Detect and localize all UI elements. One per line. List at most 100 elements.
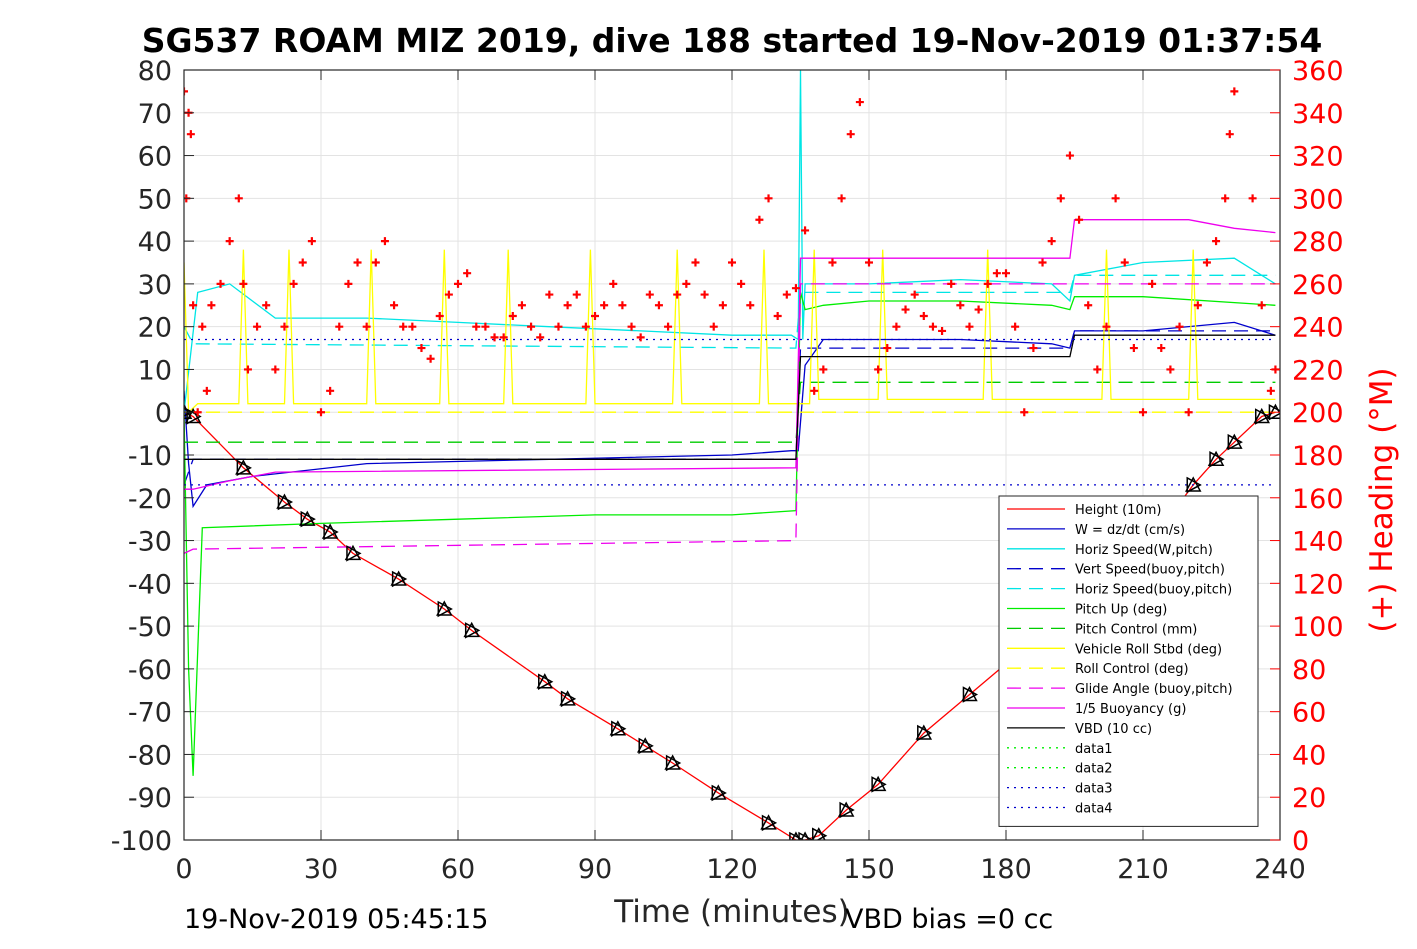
- height-marker-right-8: [437, 600, 453, 618]
- height-marker-right-32: [1268, 403, 1280, 421]
- y-tick-label: 10: [138, 355, 172, 386]
- y-tick-label: -60: [128, 655, 172, 686]
- heading-marker-94: [983, 279, 992, 288]
- y2-tick-label: 180: [1292, 441, 1344, 472]
- legend-label-2: Horiz Speed(W,pitch): [1075, 543, 1213, 558]
- heading-marker-118: [1202, 258, 1211, 267]
- height-marker-right-15: [711, 784, 727, 802]
- x-tick-label: 210: [1117, 854, 1169, 885]
- y-tick-label: 20: [138, 313, 172, 344]
- height-marker-right-5: [323, 523, 339, 541]
- height-marker-right-6: [346, 545, 362, 562]
- heading-marker-92: [965, 322, 974, 331]
- legend-label-7: Vehicle Roll Stbd (deg): [1075, 642, 1222, 657]
- heading-marker-100: [1038, 258, 1047, 267]
- heading-marker-98: [1020, 408, 1029, 417]
- height-marker-up-28: [1184, 476, 1202, 492]
- heading-marker-73: [791, 284, 800, 293]
- height-marker-up-22: [915, 724, 933, 740]
- heading-marker-8: [207, 301, 216, 310]
- y-tick-label: 0: [155, 398, 172, 429]
- heading-marker-81: [865, 258, 873, 267]
- legend-label-6: Pitch Control (mm): [1075, 622, 1197, 637]
- heading-marker-9: [216, 279, 225, 288]
- legend-label-5: Pitch Up (deg): [1075, 603, 1167, 618]
- heading-marker-21: [317, 408, 325, 417]
- heading-marker-16: [271, 365, 280, 374]
- legend-label-11: VBD (10 cc): [1075, 722, 1152, 737]
- height-marker-right-7: [391, 570, 408, 588]
- heading-marker-32: [417, 344, 426, 353]
- heading-marker-56: [636, 333, 645, 342]
- chart-title: SG537 ROAM MIZ 2019, dive 188 started 19…: [142, 21, 1323, 60]
- y2-tick-label: 0: [1292, 826, 1309, 857]
- heading-marker-20: [307, 237, 316, 246]
- height-marker-up-15: [710, 784, 727, 800]
- heading-marker-114: [1166, 365, 1175, 374]
- heading-marker-76: [819, 365, 828, 374]
- x-tick-label: 240: [1254, 854, 1306, 885]
- heading-marker-60: [673, 290, 682, 299]
- heading-marker-34: [435, 311, 444, 320]
- heading-marker-13: [243, 365, 252, 374]
- heading-marker-3: [186, 130, 195, 139]
- x-tick-label: 180: [980, 854, 1032, 885]
- y-tick-label: -10: [128, 441, 172, 472]
- y-tick-label: 70: [138, 99, 172, 130]
- height-marker-right-28: [1186, 476, 1202, 494]
- heading-marker-87: [919, 311, 928, 320]
- height-marker-up-8: [436, 600, 453, 616]
- heading-marker-24: [344, 279, 353, 288]
- height-marker-right-3: [277, 493, 294, 511]
- height-marker-up-4: [299, 510, 316, 526]
- height-marker-up-23: [961, 685, 978, 702]
- y2-axis-ticks: 0 20 40 60 80 100 120 140 160 180 200 220 240 260 280 3…: [1270, 56, 1344, 857]
- heading-marker-68: [746, 301, 755, 310]
- y2-tick-label: 120: [1292, 569, 1344, 600]
- heading-marker-85: [901, 305, 910, 314]
- legend-label-8: Roll Control (deg): [1075, 662, 1189, 677]
- heading-marker-25: [353, 258, 362, 267]
- heading-marker-113: [1157, 344, 1166, 353]
- y2-tick-label: 80: [1292, 655, 1326, 686]
- heading-marker-59: [664, 322, 673, 331]
- heading-marker-12: [239, 279, 248, 288]
- heading-marker-40: [490, 333, 499, 342]
- heading-marker-96: [1002, 269, 1010, 278]
- height-marker-right-29: [1209, 451, 1225, 468]
- heading-marker-63: [700, 290, 709, 299]
- y-tick-label: 50: [138, 184, 172, 215]
- heading-marker-121: [1225, 130, 1234, 139]
- heading-marker-125: [1257, 301, 1266, 310]
- heading-marker-23: [335, 322, 344, 331]
- height-marker-right-20: [839, 801, 855, 819]
- y2-tick-label: 20: [1292, 783, 1326, 814]
- heading-marker-95: [992, 269, 1001, 278]
- heading-marker-10: [225, 237, 234, 246]
- height-marker-right-21: [871, 776, 887, 793]
- heading-marker-103: [1065, 151, 1074, 160]
- heading-marker-88: [928, 322, 937, 331]
- height-marker-up-30: [1226, 433, 1243, 449]
- heading-marker-0: [184, 87, 188, 96]
- x-tick-label: 120: [706, 854, 758, 885]
- heading-marker-78: [837, 194, 846, 203]
- height-marker-right-17: [789, 831, 805, 840]
- height-marker-up-2: [235, 459, 252, 475]
- heading-marker-91: [956, 301, 965, 310]
- height-marker-right-12: [611, 720, 627, 738]
- height-marker-up-14: [664, 754, 681, 770]
- heading-marker-124: [1248, 194, 1257, 203]
- heading-marker-82: [874, 365, 883, 374]
- height-marker-right-10: [538, 673, 554, 690]
- legend-label-14: data3: [1075, 782, 1113, 797]
- y2-tick-label: 260: [1292, 270, 1344, 301]
- heading-marker-18: [289, 279, 298, 288]
- heading-marker-27: [371, 258, 380, 267]
- heading-marker-53: [609, 279, 618, 288]
- heading-marker-38: [472, 322, 481, 331]
- legend-label-1: W = dz/dt (cm/s): [1075, 523, 1185, 538]
- heading-marker-69: [755, 215, 764, 224]
- height-marker-up-16: [760, 814, 777, 830]
